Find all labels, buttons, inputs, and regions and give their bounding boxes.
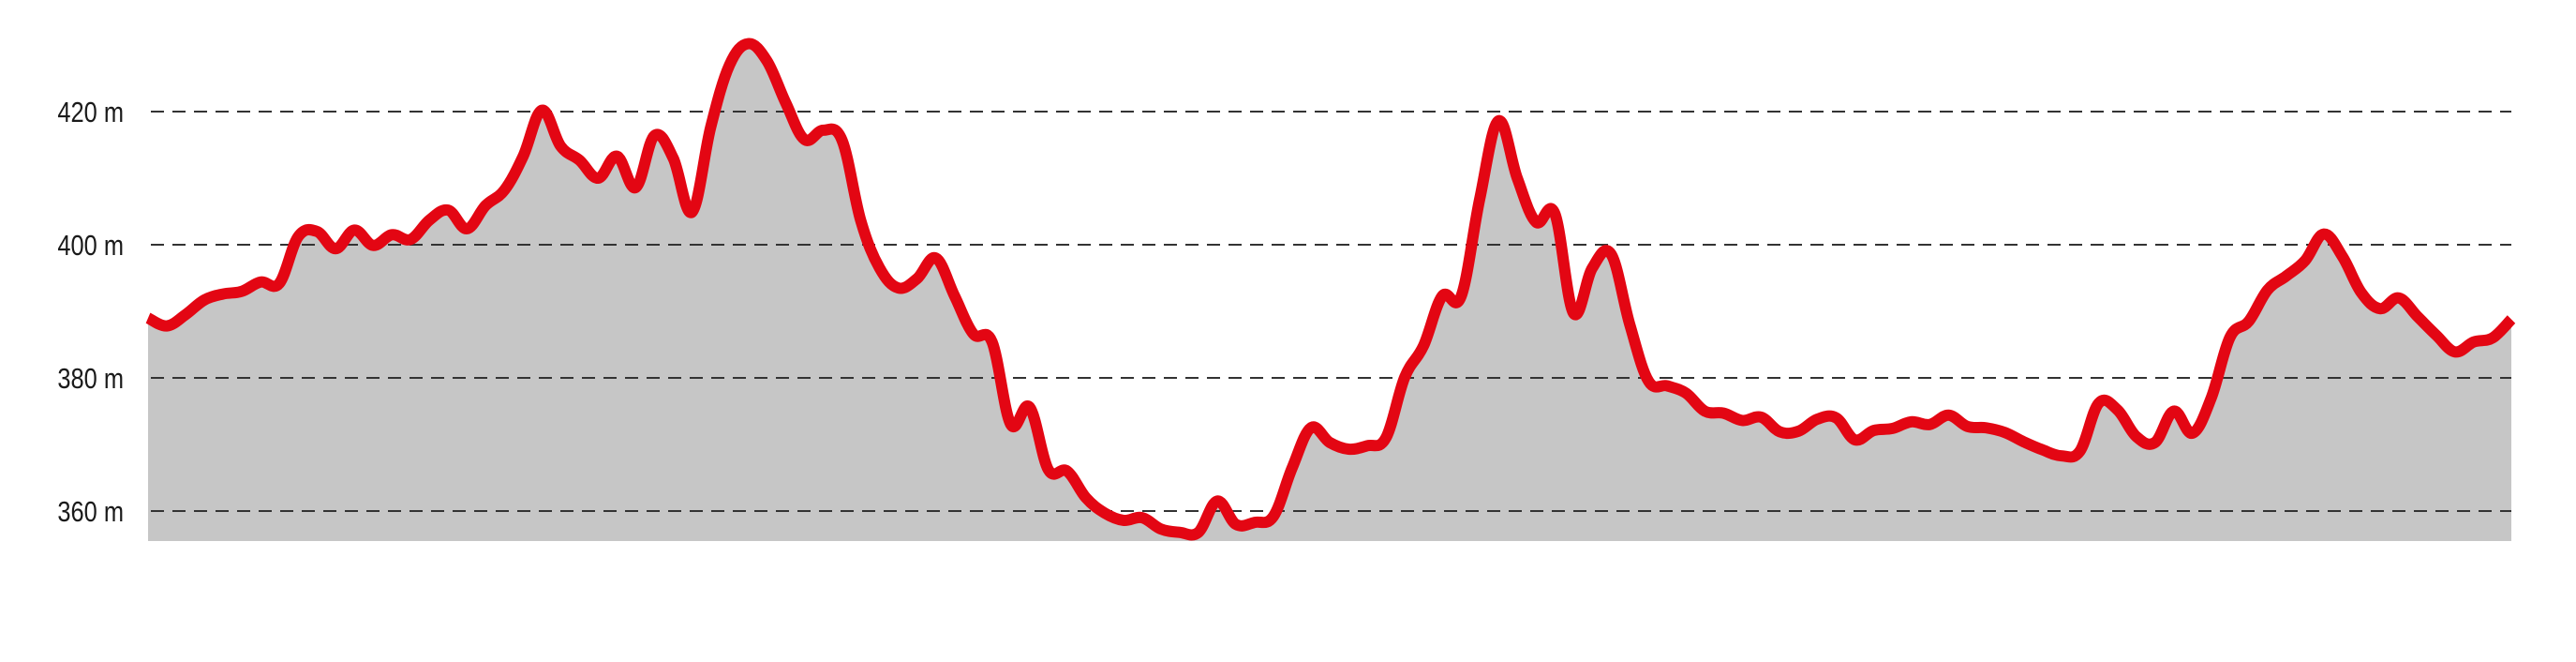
elevation-area-fill: [148, 43, 2511, 541]
y-tick-label-400: 400 m: [57, 230, 124, 263]
y-tick-label-420: 420 m: [57, 97, 124, 129]
y-tick-label-360: 360 m: [57, 496, 124, 529]
elevation-line: [145, 38, 2516, 541]
y-tick-label-380: 380 m: [57, 363, 124, 396]
y-axis-labels: 360 m 380 m 400 m 420 m: [57, 97, 124, 529]
